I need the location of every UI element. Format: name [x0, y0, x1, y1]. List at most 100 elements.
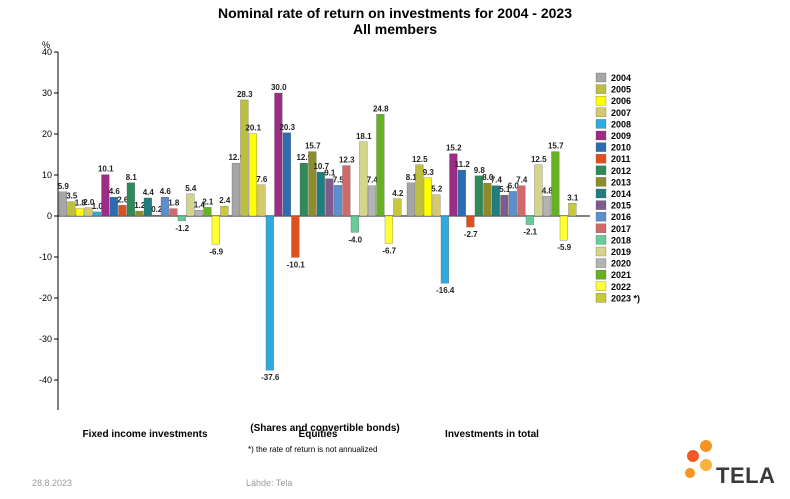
data-label: 15.7 [548, 142, 564, 151]
bar [291, 215, 300, 258]
legend-swatch [595, 72, 607, 83]
legend-label: 2008 [611, 119, 631, 129]
data-label: 5.4 [185, 184, 197, 193]
data-label: 5.1 [499, 185, 511, 194]
data-label: 15.7 [305, 142, 321, 151]
bar [308, 151, 317, 217]
legend-label: 2006 [611, 96, 631, 106]
legend-label: 2010 [611, 143, 631, 153]
bar [432, 194, 441, 217]
category-note: (Shares and convertible bonds) [250, 423, 399, 434]
bar [109, 196, 118, 217]
bar [265, 215, 274, 371]
data-label: 3.1 [567, 193, 579, 202]
data-label: 9.1 [324, 169, 336, 178]
legend-swatch [595, 188, 607, 199]
bar [415, 164, 424, 217]
legend-swatch [595, 142, 607, 152]
legend-swatch [595, 270, 607, 280]
y-tick-label: -20 [39, 293, 52, 303]
data-label: -16.4 [436, 286, 455, 295]
data-label: 24.8 [373, 104, 389, 113]
legend-label: 2016 [611, 212, 631, 222]
data-label: 2.0 [83, 198, 95, 207]
legend-label: 2005 [611, 85, 631, 95]
category-label: Fixed income investments [82, 429, 207, 440]
legend-swatch [595, 223, 607, 233]
legend-swatch [595, 293, 607, 303]
bar [500, 194, 509, 217]
bar [508, 191, 517, 217]
legend-swatch [595, 258, 607, 268]
data-label: 12.9 [296, 153, 312, 162]
data-label: 4.8 [542, 186, 554, 195]
legend-swatch [595, 177, 607, 187]
category-label: Equities [299, 429, 338, 440]
data-label: 4.6 [160, 187, 172, 196]
legend-swatch [595, 130, 607, 141]
data-label: -2.7 [464, 230, 478, 239]
data-label: -37.6 [261, 373, 280, 382]
y-axis-label: % [42, 40, 50, 50]
legend-label: 2015 [611, 201, 631, 211]
data-label: 12.3 [339, 156, 355, 165]
bar [282, 132, 291, 217]
bar [84, 207, 93, 217]
data-label: 4.6 [109, 187, 121, 196]
data-label: -10.1 [287, 260, 306, 269]
data-label: 20.1 [245, 124, 261, 133]
data-label: 8.1 [406, 173, 418, 182]
bar [440, 215, 449, 284]
bar [248, 133, 257, 217]
data-label: -5.9 [557, 243, 571, 252]
data-label: 7.4 [491, 176, 503, 185]
bar [457, 169, 466, 217]
data-label: 7.4 [516, 176, 528, 185]
legend-swatch [595, 281, 607, 291]
data-label: 11.2 [455, 160, 471, 169]
bar [126, 182, 135, 217]
footer-source: Lähde: Tela [246, 478, 293, 488]
bar [423, 177, 432, 217]
data-label: 4.4 [143, 188, 155, 197]
y-tick-label: 10 [42, 170, 52, 180]
legend-swatch [595, 154, 607, 164]
y-tick-label: 20 [42, 129, 52, 139]
y-tick-label: -30 [39, 334, 52, 344]
data-label: 15.2 [446, 144, 462, 153]
data-label: 2.6 [117, 195, 129, 204]
bar [466, 215, 475, 228]
data-label: 28.3 [237, 90, 253, 99]
bar [92, 211, 101, 217]
bar [559, 215, 568, 241]
data-label: 9.8 [474, 166, 486, 175]
data-label: 5.2 [431, 185, 443, 194]
data-label: 4.2 [392, 189, 404, 198]
y-tick-label: -10 [39, 252, 52, 262]
data-label: 5.9 [58, 182, 70, 191]
legend-label: 2012 [611, 166, 631, 176]
bar [67, 201, 76, 217]
bar [568, 203, 577, 217]
legend-label: 2013 [611, 177, 631, 187]
bar [350, 215, 359, 233]
chart-title: Nominal rate of return on investments fo… [218, 5, 572, 21]
bar [143, 197, 152, 217]
data-label: 7.6 [256, 175, 268, 184]
bar [160, 196, 169, 217]
bar [194, 210, 203, 217]
data-label: 1.8 [75, 199, 87, 208]
bar [211, 215, 220, 245]
bar [240, 99, 249, 217]
data-label: 10.1 [98, 165, 114, 174]
bar [203, 207, 212, 217]
bar [118, 205, 127, 217]
data-label: 3.5 [66, 192, 78, 201]
footer-date: 28.8.2023 [32, 478, 73, 488]
y-tick-label: 40 [42, 47, 52, 57]
data-label: 20.3 [279, 123, 295, 132]
bar [449, 153, 458, 217]
bar [325, 178, 334, 217]
bar [186, 193, 195, 217]
